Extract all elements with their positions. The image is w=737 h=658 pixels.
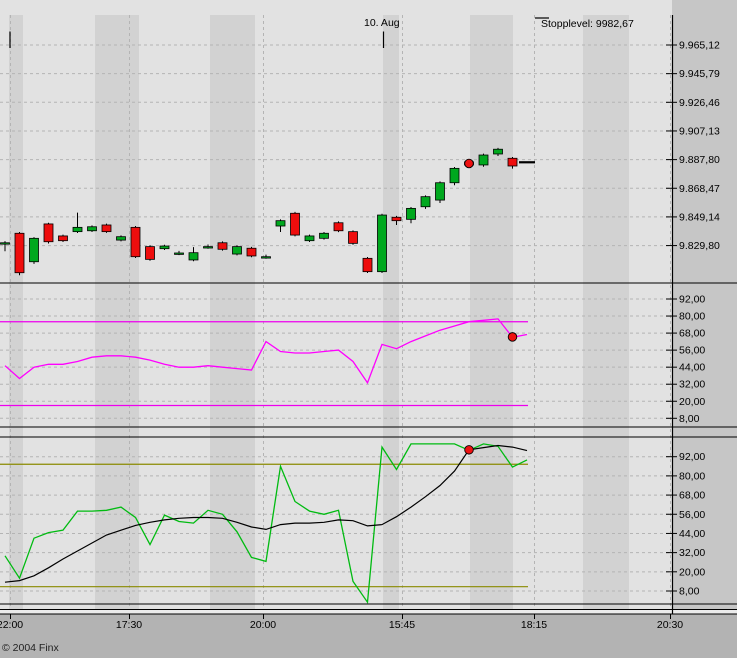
stopplevel-label: Stopplevel: 9982,67	[541, 18, 634, 30]
candle-body	[116, 236, 126, 241]
candle-body	[507, 157, 518, 167]
stochastic-tick-label: 20,00	[679, 566, 705, 578]
time-tick-label: 17:30	[116, 619, 142, 631]
candle-body	[275, 220, 286, 227]
price-tick-label: 9.849,14	[679, 211, 720, 223]
stochastic-tick-label: 8,00	[679, 585, 700, 597]
candle-body	[319, 232, 329, 239]
candle-body	[261, 256, 271, 259]
stochastic-tick-label: 44,00	[679, 528, 705, 540]
axis-strip	[0, 609, 737, 614]
session-shading-band	[470, 15, 513, 610]
stochastic-tick-label: 92,00	[679, 451, 705, 463]
candle-body	[449, 167, 460, 184]
time-tick-label: 22:00	[0, 619, 23, 631]
candle-body	[101, 224, 112, 233]
candle-body	[435, 182, 445, 201]
oscillator-tick-label: 92,00	[679, 294, 705, 306]
candle-body	[333, 222, 344, 232]
oscillator-tick-label: 32,00	[679, 379, 705, 391]
candle-body	[29, 237, 39, 263]
candle-body	[420, 196, 431, 208]
stochastic-slow-line	[4, 444, 528, 583]
rsi-line	[4, 318, 528, 385]
session-shading-band	[383, 15, 399, 610]
candle-body	[159, 245, 170, 250]
candle-body	[203, 246, 213, 249]
candle-body	[188, 252, 199, 261]
candle-body	[174, 252, 184, 255]
oscillator-tick-label: 68,00	[679, 328, 705, 340]
candle-body	[130, 226, 141, 258]
footer-strip	[0, 614, 737, 658]
signal-dot-stochastic	[464, 445, 474, 455]
candle-body	[232, 246, 242, 255]
copyright-label: © 2004 Finx	[2, 642, 59, 654]
candle-body	[14, 232, 25, 274]
price-tick-label: 9.965,12	[679, 40, 720, 52]
candle-body	[0, 242, 10, 245]
session-shading-band	[210, 15, 255, 610]
candle-body	[72, 226, 83, 233]
candle-body	[362, 257, 373, 273]
candle-body	[58, 235, 68, 242]
day-separator-label: 10. Aug	[364, 17, 400, 29]
candle-body	[290, 212, 300, 236]
oscillator-tick-label: 44,00	[679, 362, 705, 374]
signal-dot-price	[464, 158, 474, 169]
time-tick-label: 18:15	[521, 619, 547, 631]
axis-gutter	[672, 0, 737, 614]
price-tick-label: 9.907,13	[679, 125, 720, 137]
session-shading-band	[9, 15, 23, 610]
stochastic-tick-label: 32,00	[679, 547, 705, 559]
oscillator-tick-label: 80,00	[679, 311, 705, 323]
time-tick-label: 20:00	[250, 619, 276, 631]
time-tick-label: 20:30	[657, 619, 683, 631]
candle-body	[493, 148, 503, 155]
candle-body	[43, 223, 54, 243]
price-tick-label: 9.868,47	[679, 183, 720, 195]
stochastic-tick-label: 56,00	[679, 509, 705, 521]
session-shading-band	[95, 15, 139, 610]
candle-body	[304, 235, 315, 242]
time-tick-label: 15:45	[389, 619, 415, 631]
session-shading-band	[583, 15, 629, 610]
oscillator-tick-label: 20,00	[679, 396, 705, 408]
price-tick-label: 9.945,79	[679, 68, 720, 80]
oscillator-tick-label: 56,00	[679, 345, 705, 357]
candle-body	[478, 154, 489, 166]
price-tick-label: 9.887,80	[679, 154, 720, 166]
signal-dot-rsi	[507, 332, 518, 342]
candle-body	[145, 246, 155, 260]
candle-body	[391, 216, 402, 222]
stochastic-tick-label: 80,00	[679, 470, 705, 482]
price-tick-label: 9.829,80	[679, 240, 720, 252]
stochastic-tick-label: 68,00	[679, 490, 705, 502]
oscillator-tick-label: 8,00	[679, 413, 700, 425]
candle-body	[406, 207, 416, 220]
candle-body	[377, 214, 387, 273]
candle-body	[348, 231, 358, 244]
stochastic-fast-line	[4, 443, 528, 605]
price-tick-label: 9.926,46	[679, 97, 720, 109]
candle-body	[87, 226, 97, 232]
candle-body	[217, 242, 228, 250]
candle-body	[246, 247, 257, 257]
